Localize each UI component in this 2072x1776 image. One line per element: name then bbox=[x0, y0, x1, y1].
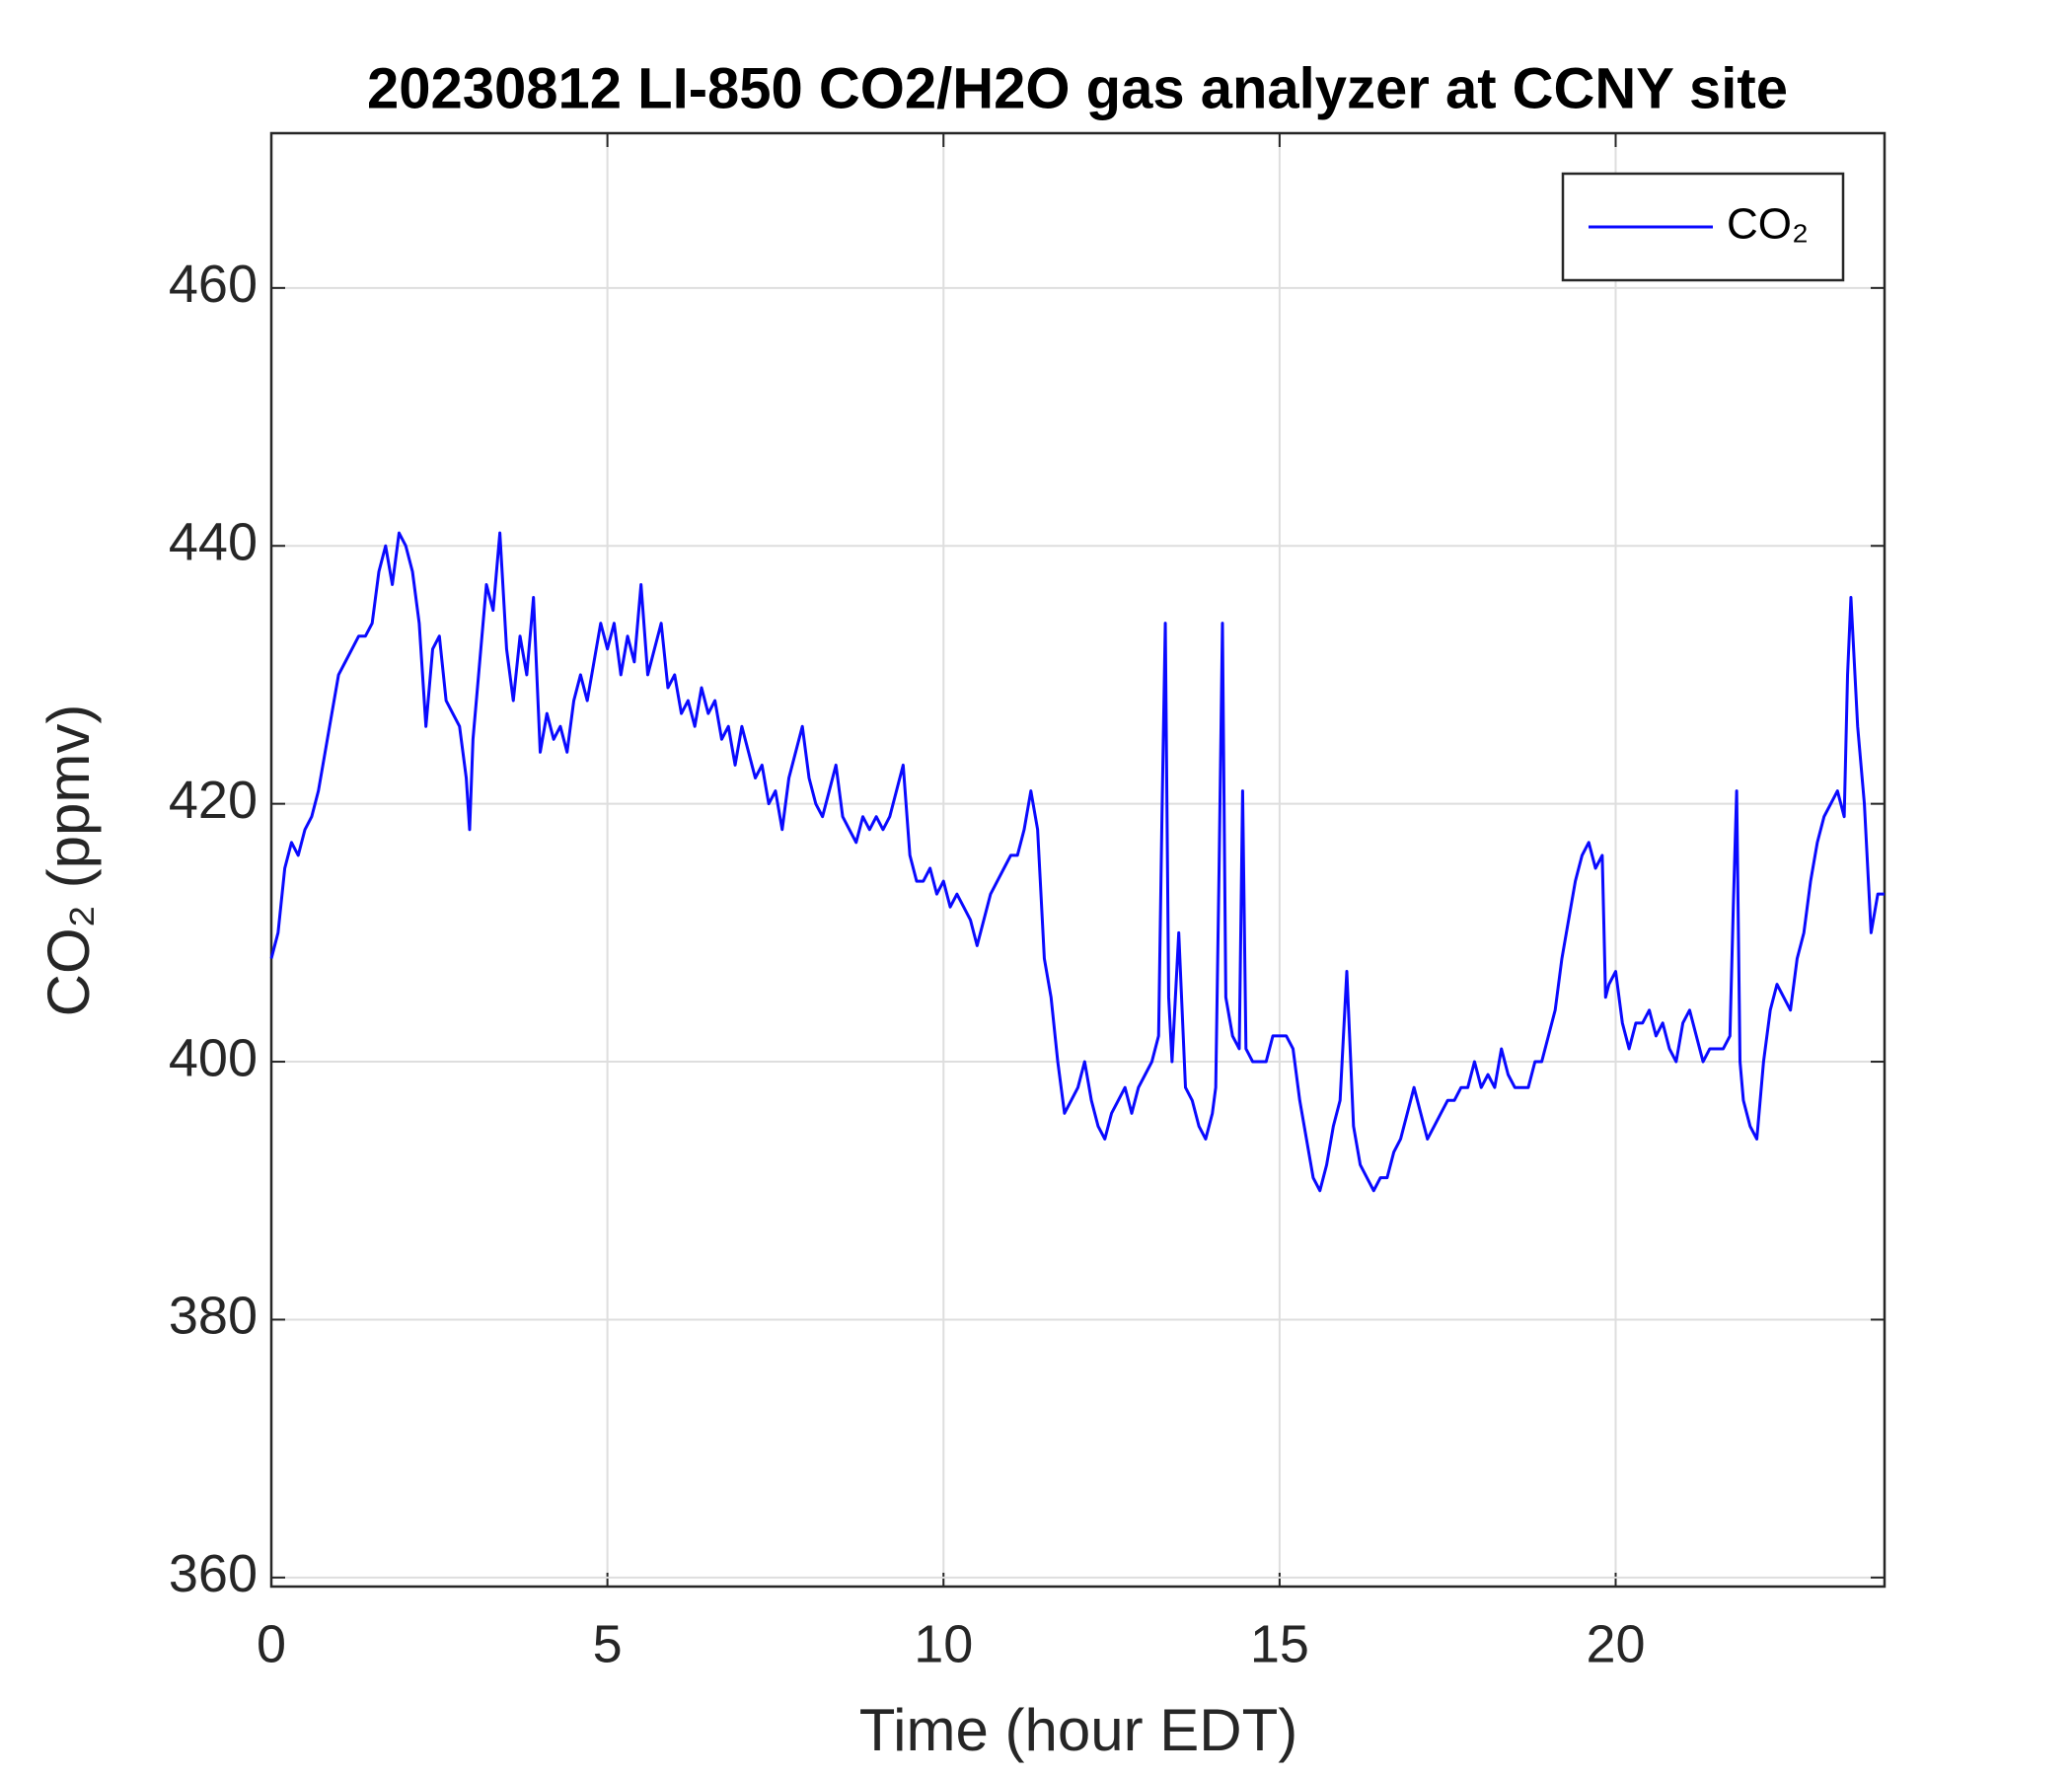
data-line bbox=[269, 531, 1885, 1193]
y-tick-label: 460 bbox=[169, 255, 258, 314]
y-tick-label: 440 bbox=[169, 513, 258, 572]
y-tick-label: 360 bbox=[169, 1544, 258, 1603]
x-tick-label: 0 bbox=[257, 1614, 286, 1673]
chart-title: 20230812 LI-850 CO2/H2O gas analyzer at … bbox=[367, 56, 1788, 120]
legend-label: CO₂ bbox=[1727, 200, 1809, 249]
x-tick-label: 5 bbox=[593, 1614, 623, 1673]
y-tick-label: 420 bbox=[169, 771, 258, 830]
axes-box bbox=[269, 131, 1887, 1589]
x-axis-label: Time (hour EDT) bbox=[859, 1697, 1298, 1763]
x-tick-label: 15 bbox=[1250, 1614, 1309, 1673]
x-tick-label: 10 bbox=[914, 1614, 973, 1673]
y-axis-label: CO₂ (ppmv) bbox=[36, 704, 102, 1017]
y-tick-label: 380 bbox=[169, 1287, 258, 1346]
x-tick-label: 20 bbox=[1586, 1614, 1645, 1673]
y-tick-label: 400 bbox=[169, 1028, 258, 1087]
plot-area: 0 5 10 15 20 360 380 400 420 440 460 CO₂ bbox=[169, 131, 1887, 1673]
